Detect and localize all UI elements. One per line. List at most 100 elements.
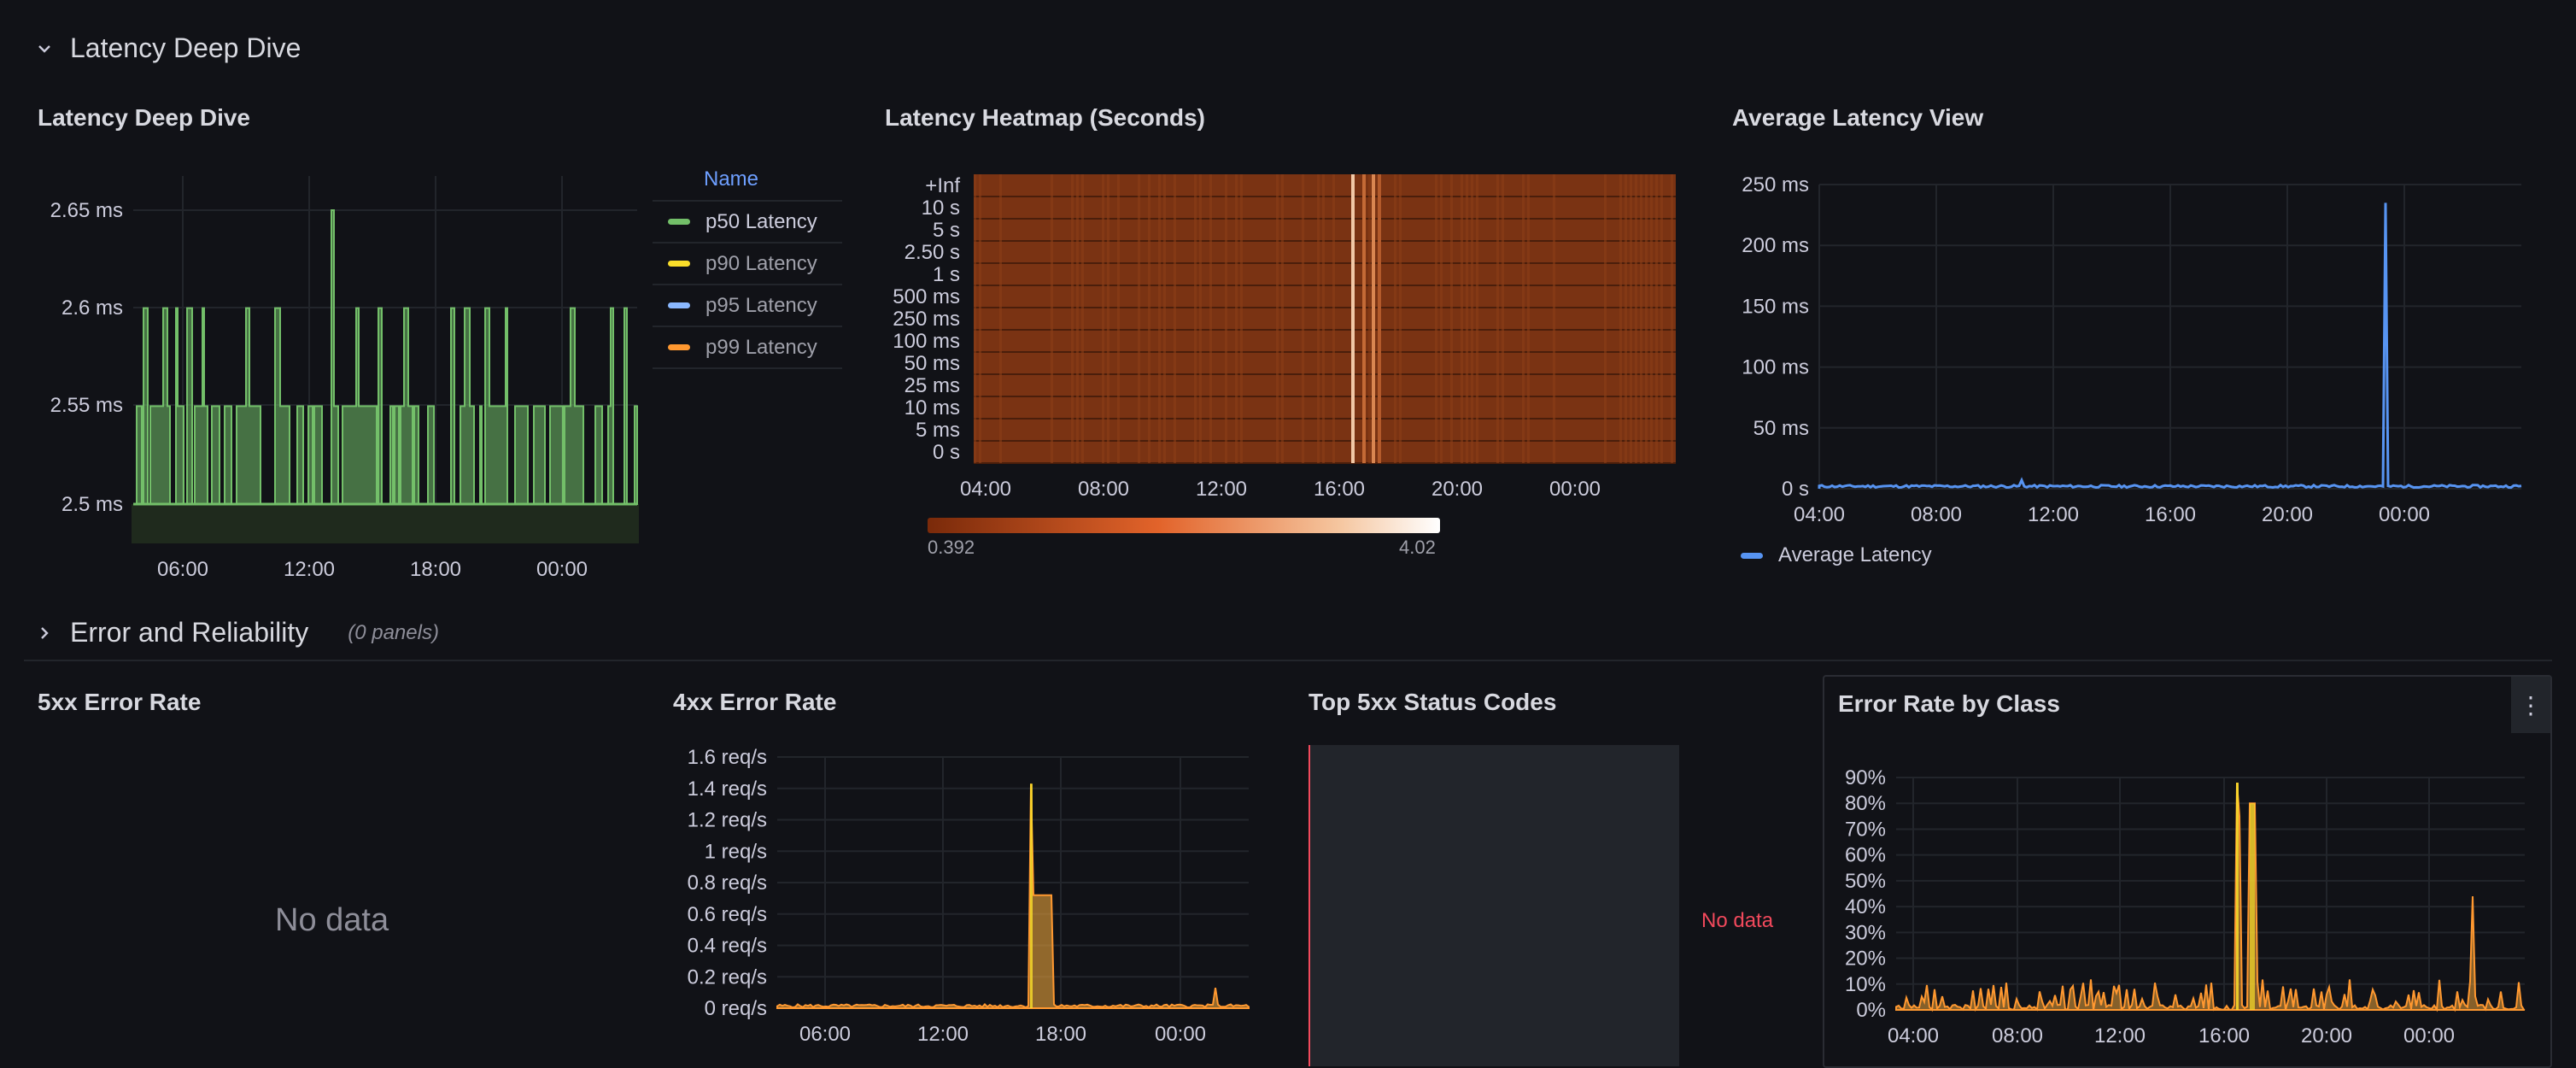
heatmap-column [1619,174,1622,463]
y-tick-label: 1 req/s [705,840,767,863]
series-swatch [668,302,690,308]
4xx-error-chart[interactable]: 1.6 req/s 1.4 req/s 1.2 req/s 1 req/s 0.8 re… [659,675,1261,1061]
y-tick-label: 1.6 req/s [688,746,767,769]
heatmap-column [1645,174,1648,463]
legend-item-average-latency[interactable]: Average Latency [1741,543,1932,567]
heatmap-column [1317,174,1320,463]
y-tick-label: 5 s [933,219,960,242]
legend-label: p50 Latency [705,209,817,233]
legend-item-p99[interactable]: p99 Latency [653,326,842,369]
legend-item-p90[interactable]: p90 Latency [653,242,842,284]
heatmap-column [1051,174,1053,463]
x-tick-label: 18:00 [1035,1023,1086,1046]
average-latency-chart[interactable]: 250 ms 200 ms 150 ms 100 ms 50 ms 0 s04:00 08:… [1718,91,2547,535]
x-tick-label: 04:00 [1794,503,1845,526]
x-tick-label: 08:00 [1992,1024,2043,1047]
heatmap-column [1650,174,1653,463]
heatmap-column [1081,174,1084,463]
y-tick-label: 0.6 req/s [688,903,767,926]
y-tick-label: 50 ms [905,352,960,375]
4xx-peak-highlight [1030,783,1033,1008]
heatmap-column [1466,174,1468,463]
heatmap-column [974,174,976,463]
legend-label: p90 Latency [705,251,817,275]
y-tick-label: 500 ms [893,285,960,308]
y-tick-label: 0.2 req/s [688,965,767,989]
y-tick-label: 0.4 req/s [688,935,767,958]
y-tick-label: 10 s [922,197,960,220]
heatmap-column [1461,174,1463,463]
x-tick-label: 00:00 [536,558,588,581]
y-tick-label: 50 ms [1753,417,1809,440]
panel-error-rate-by-class[interactable]: Error Rate by Class ⋮ 90% 80% 70% 60% 50% 40%… [1823,675,2552,1068]
series-swatch [668,219,690,225]
panel-title: Top 5xx Status Codes [1308,689,1557,715]
heatmap-column [1158,174,1161,463]
legend-header[interactable]: Name [704,167,759,191]
y-tick-label: 100 ms [893,330,960,353]
kebab-menu-icon[interactable]: ⋮ [2511,677,2550,733]
heatmap-column [1660,174,1663,463]
heatmap-column [1076,174,1079,463]
heatmap-column [1281,174,1284,463]
p50-latency-series [133,209,638,505]
row-title: Latency Deep Dive [70,32,302,63]
class-peak-highlight [2236,783,2239,1010]
y-tick-label: 0% [1856,999,1886,1022]
chevron-down-icon[interactable] [34,38,55,59]
y-tick-label: 250 ms [1742,173,1809,197]
heatmap-column [1240,174,1243,463]
x-tick-label: 12:00 [1196,478,1247,501]
average-latency-series [1818,202,2522,490]
panel-latency-deep-dive: Latency Deep Dive 2.65 ms 2.6 ms 2.55 ms 2.… [24,91,851,586]
heatmap-column [1435,174,1437,463]
x-tick-label: 06:00 [799,1023,851,1046]
y-tick-label: 2.5 ms [61,493,123,516]
heatmap-column [1276,174,1279,463]
scale-max-label: 4.02 [1399,537,1436,558]
heatmap-column [1209,174,1212,463]
heatmap-column [1496,174,1499,463]
legend-item-p50[interactable]: p50 Latency [653,200,842,242]
error-class-chart[interactable]: 90% 80% 70% 60% 50%40% 30% 20%10% 0%04:00 08:00 1… [1824,677,2550,1066]
heatmap-hot-column [1351,174,1355,463]
x-tick-label: 12:00 [2094,1024,2146,1047]
panel-title: 4xx Error Rate [673,689,837,715]
panel-5xx-error-rate: 5xx Error Rate No data [24,675,656,1059]
heatmap-column [1148,174,1150,463]
y-tick-label: 40% [1845,895,1886,918]
heatmap-column [1450,174,1453,463]
series-swatch [668,344,690,350]
panel-average-latency: Average Latency View 250 ms 200 ms 150 ms 1… [1718,91,2547,586]
heatmap-column [1394,174,1396,463]
legend-item-p95[interactable]: p95 Latency [653,284,842,326]
heatmap-column [1322,174,1325,463]
heatmap-column [1399,174,1402,463]
y-tick-label: 10 ms [905,396,960,420]
heatmap-column [1476,174,1478,463]
legend-label: p95 Latency [705,293,817,317]
4xx-series [776,783,1250,1009]
y-tick-label: 80% [1845,792,1886,815]
y-tick-label: 60% [1845,844,1886,867]
heatmap-column [1655,174,1658,463]
y-tick-label: 0.8 req/s [688,871,767,895]
chevron-right-icon[interactable] [34,623,55,643]
heatmap-column [1102,174,1104,463]
panel-title: Average Latency View [1732,104,1984,131]
latency-line-chart[interactable]: 2.65 ms 2.6 ms 2.55 ms 2.5 ms 06:00 12:00 18:0… [24,91,647,595]
y-tick-label: 0 s [1782,478,1809,501]
heatmap-hot-column [1372,174,1375,463]
legend-label: p99 Latency [705,335,817,359]
x-tick-label: 00:00 [1155,1023,1206,1046]
x-tick-label: 20:00 [1431,478,1483,501]
heatmap-column [1640,174,1642,463]
row-header-latency[interactable]: Latency Deep Dive [34,32,301,64]
x-tick-label: 06:00 [157,558,208,581]
panel-title: Latency Heatmap (Seconds) [885,104,1205,131]
heatmap-column [1174,174,1176,463]
row-header-errors[interactable]: Error and Reliability (0 panels) [34,617,439,648]
error-class-series [1895,782,2526,1012]
series-swatch [668,261,690,267]
